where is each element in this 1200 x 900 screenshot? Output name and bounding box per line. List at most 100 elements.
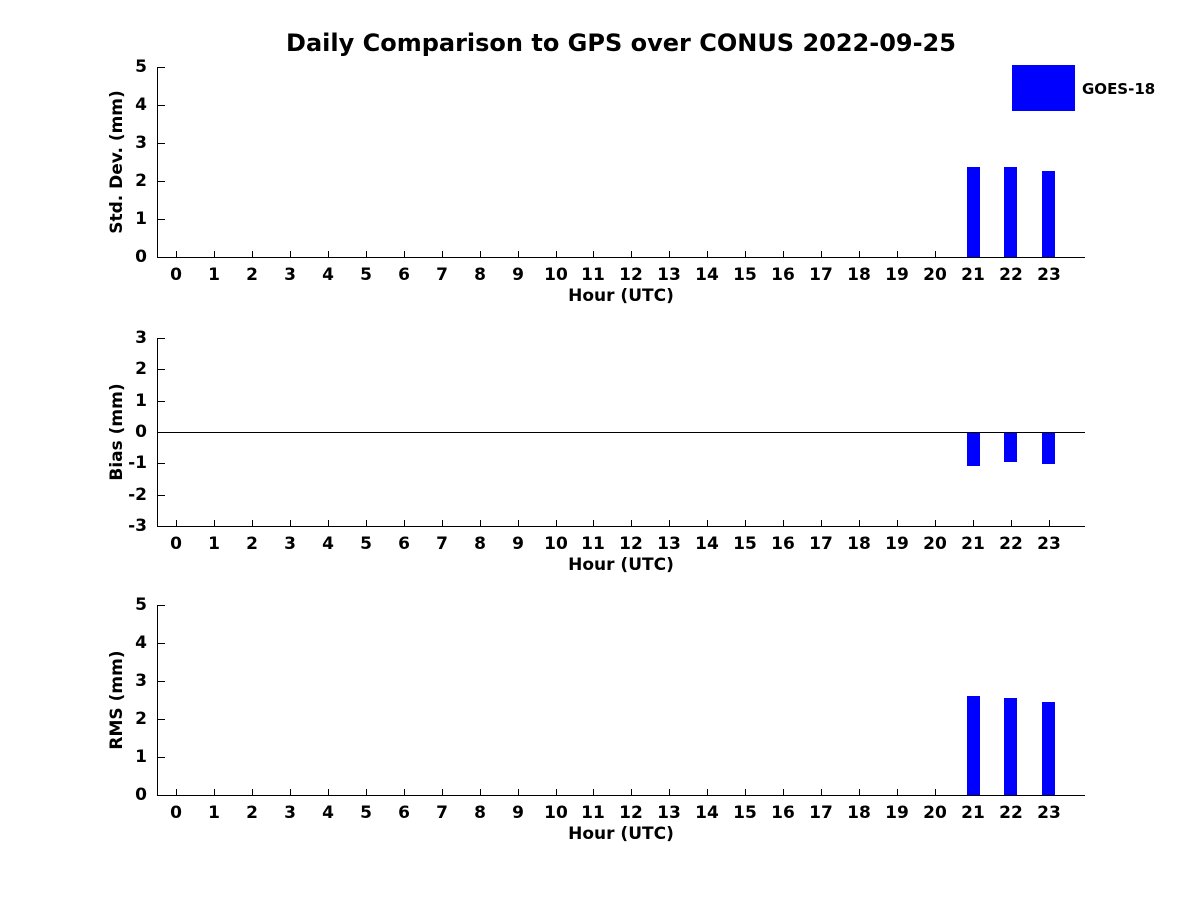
y-tick <box>158 432 165 433</box>
x-tick-label: 6 <box>398 803 410 823</box>
x-tick-label: 23 <box>1037 534 1061 554</box>
x-tick-label: 1 <box>208 534 220 554</box>
y-tick-label: 1 <box>135 209 147 229</box>
bar-hour-22 <box>1004 433 1017 462</box>
x-tick <box>518 520 519 526</box>
y-tick-label: 4 <box>135 95 147 115</box>
x-tick-label: 9 <box>512 265 524 285</box>
x-tick <box>707 520 708 526</box>
x-tick <box>252 520 253 526</box>
bar-hour-23 <box>1042 702 1055 795</box>
x-tick-label: 14 <box>695 803 719 823</box>
x-tick <box>973 520 974 526</box>
x-axis-label-hour-utc: Hour (UTC) <box>568 555 674 575</box>
x-tick-label: 11 <box>581 534 605 554</box>
x-tick <box>176 789 177 795</box>
x-tick <box>669 251 670 257</box>
x-tick-label: 9 <box>512 534 524 554</box>
y-tick-label: 3 <box>135 328 147 348</box>
legend-swatch-goes18 <box>1012 65 1075 111</box>
x-tick-label: 8 <box>474 534 486 554</box>
x-tick-label: 0 <box>170 265 182 285</box>
x-tick <box>480 520 481 526</box>
x-axis-spine <box>157 526 1085 527</box>
x-tick <box>859 251 860 257</box>
x-tick <box>935 251 936 257</box>
x-tick <box>859 520 860 526</box>
x-tick-label: 21 <box>961 265 985 285</box>
y-axis-label-rms: RMS (mm) <box>107 650 127 750</box>
x-tick-label: 8 <box>474 265 486 285</box>
x-tick-label: 14 <box>695 265 719 285</box>
legend-label-goes18: GOES-18 <box>1082 80 1156 98</box>
x-tick-label: 7 <box>436 265 448 285</box>
x-tick <box>593 789 594 795</box>
x-tick-label: 4 <box>322 534 334 554</box>
x-tick-label: 6 <box>398 534 410 554</box>
panel-rms: RMS (mm) Hour (UTC) 0 1 2 3 4 5 0 1 2 3 4 5 6 7 8 9 10 11… <box>107 596 1085 844</box>
x-tick <box>290 520 291 526</box>
x-tick <box>214 520 215 526</box>
x-tick <box>328 789 329 795</box>
x-tick-label: 5 <box>360 803 372 823</box>
bar-hour-21 <box>967 167 980 257</box>
x-tick <box>252 789 253 795</box>
x-tick <box>593 251 594 257</box>
zero-line <box>158 432 1085 433</box>
x-tick-label: 1 <box>208 803 220 823</box>
x-axis-spine <box>157 257 1085 258</box>
x-tick-label: 4 <box>322 803 334 823</box>
y-tick-label: 4 <box>135 633 147 653</box>
x-tick-label: 17 <box>809 265 833 285</box>
y-tick-label: 2 <box>135 709 147 729</box>
bar-hour-21 <box>967 696 980 795</box>
x-tick-label: 10 <box>544 803 568 823</box>
y-tick <box>158 495 165 496</box>
x-tick <box>745 520 746 526</box>
y-tick <box>158 338 165 339</box>
x-tick <box>214 789 215 795</box>
x-tick-label: 1 <box>208 265 220 285</box>
x-tick-label: 11 <box>581 803 605 823</box>
x-tick-label: 22 <box>999 265 1023 285</box>
x-tick <box>935 789 936 795</box>
x-tick-label: 13 <box>657 534 681 554</box>
x-tick-label: 10 <box>544 534 568 554</box>
x-tick <box>518 789 519 795</box>
x-tick-label: 15 <box>733 803 757 823</box>
x-tick <box>897 251 898 257</box>
x-tick-label: 2 <box>246 803 258 823</box>
x-tick-label: 2 <box>246 265 258 285</box>
x-tick-label: 9 <box>512 803 524 823</box>
y-tick-label: 3 <box>135 133 147 153</box>
x-tick <box>480 789 481 795</box>
x-tick <box>897 789 898 795</box>
x-tick-label: 20 <box>923 265 947 285</box>
x-tick <box>290 789 291 795</box>
y-tick <box>158 643 165 644</box>
x-tick-label: 6 <box>398 265 410 285</box>
x-tick-label: 17 <box>809 803 833 823</box>
x-tick-label: 16 <box>771 534 795 554</box>
x-tick-label: 19 <box>885 803 909 823</box>
x-tick <box>366 789 367 795</box>
x-tick <box>745 789 746 795</box>
y-tick-label: -1 <box>128 453 147 473</box>
x-tick <box>745 251 746 257</box>
x-tick-label: 3 <box>284 534 296 554</box>
x-tick <box>1011 520 1012 526</box>
x-tick-label: 0 <box>170 534 182 554</box>
x-tick-label: 21 <box>961 803 985 823</box>
y-tick <box>158 67 165 68</box>
x-tick <box>1049 520 1050 526</box>
x-tick-label: 14 <box>695 534 719 554</box>
panel-bias: Bias (mm) Hour (UTC) 3 2 1 0 -1 -2 -3 0 1 2 3 4 5 6 7 8… <box>107 329 1085 575</box>
x-tick <box>328 251 329 257</box>
bar-hour-23 <box>1042 171 1055 257</box>
y-tick <box>158 257 165 258</box>
x-tick-label: 23 <box>1037 265 1061 285</box>
x-tick-label: 23 <box>1037 803 1061 823</box>
y-tick <box>158 401 165 402</box>
y-tick-label: 2 <box>135 171 147 191</box>
